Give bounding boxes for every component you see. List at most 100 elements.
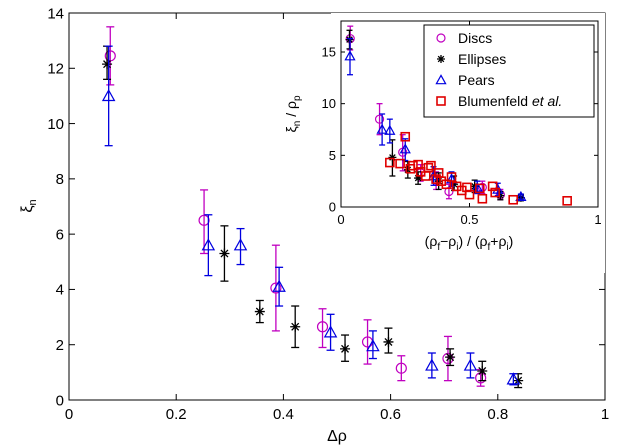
- legend-label-ellipses: Ellipses: [458, 51, 506, 67]
- inset-error-bar: [386, 118, 393, 144]
- main-x-axis-label: Δρ: [327, 428, 347, 445]
- inset-point-blumenfeld-et-al: [490, 187, 501, 198]
- main-error-bar: [271, 244, 280, 332]
- inset-series-blumenfeld-et-al: [385, 131, 572, 206]
- main-error-bar: [466, 352, 475, 379]
- inset-point-blumenfeld-et-al: [436, 176, 447, 186]
- inset-point-pears: [384, 124, 396, 135]
- main-point-ellipses: [477, 365, 488, 376]
- legend-label-pears: Pears: [458, 72, 495, 88]
- label-text: /: [467, 233, 471, 249]
- legend-symbol-discs: [436, 33, 446, 43]
- label-text: ρ: [498, 233, 506, 249]
- main-x-tick-label: 0.2: [166, 406, 187, 423]
- main-error-bar: [104, 45, 113, 147]
- main-point-pears: [425, 358, 439, 371]
- main-error-bar: [318, 308, 327, 349]
- inset-y-tick-label: 0: [329, 200, 336, 215]
- legend-symbol-blumenfeld-et-al: [436, 96, 446, 106]
- inset-point-pears: [515, 190, 527, 201]
- inset-x-axis-label-content: (ρf−ρi) / (ρf+ρi): [425, 233, 514, 253]
- main-x-tick-label: 0.8: [487, 406, 508, 423]
- main-y-tick-label: 4: [56, 282, 64, 299]
- main-point-ellipses: [383, 336, 394, 347]
- inset-data-marks: [344, 25, 572, 206]
- inset-legend: Discs Ellipses Pears Blumenfeld et al.: [423, 24, 595, 118]
- main-point-discs: [270, 282, 282, 294]
- main-x-tick-label: 0: [65, 406, 73, 423]
- main-x-tick-label: 0.4: [273, 406, 294, 423]
- inset-y-axis-label: ξn / ρp: [283, 95, 303, 132]
- main-y-tick-label: 12: [47, 61, 64, 78]
- inset-point-blumenfeld-et-al: [487, 181, 498, 192]
- label-text: (: [425, 233, 430, 249]
- main-y-axis-label: ξn: [19, 199, 39, 212]
- label-text: ρ: [429, 233, 437, 249]
- inset-point-blumenfeld-et-al: [441, 179, 452, 190]
- main-point-pears: [101, 88, 116, 102]
- main-point-discs: [442, 352, 454, 365]
- main-series-ellipses: [102, 45, 524, 389]
- main-error-bar: [275, 266, 284, 307]
- inset-point-blumenfeld-et-al: [562, 196, 572, 206]
- main-x-tick-label: 1: [601, 406, 609, 423]
- main-error-bar: [204, 214, 213, 277]
- label-text: ρ: [448, 233, 456, 249]
- inset-error-bar: [517, 193, 524, 200]
- label-text: ρ: [480, 233, 488, 249]
- inset-point-ellipses: [414, 174, 423, 183]
- inset-point-blumenfeld-et-al: [400, 131, 411, 142]
- inset-y-axis-label-content: ξn / ρp: [283, 95, 303, 132]
- inset-point-pears: [344, 50, 356, 61]
- legend-box: [423, 24, 595, 118]
- inset-error-bar: [379, 113, 386, 146]
- legend-label-blumenfeld-etal: et al.: [532, 93, 562, 109]
- main-y-tick-label: 10: [47, 116, 64, 133]
- main-series-pears: [101, 45, 521, 386]
- inset-error-bar: [402, 138, 409, 162]
- label-text: /: [283, 113, 299, 117]
- label-subscript: p: [292, 95, 303, 101]
- label-subscript: n: [292, 121, 303, 127]
- main-y-axis-label-base: ξ: [19, 205, 36, 212]
- main-point-pears: [506, 372, 521, 385]
- main-point-ellipses: [254, 306, 265, 317]
- main-error-bar: [363, 319, 372, 365]
- label-subscript: i: [456, 242, 458, 253]
- main-point-ellipses: [445, 352, 456, 363]
- main-point-pears: [272, 279, 286, 292]
- legend-symbol-ellipses: [437, 55, 445, 63]
- main-point-ellipses: [290, 321, 301, 332]
- main-point-pears: [233, 238, 248, 251]
- main-point-ellipses: [102, 59, 113, 70]
- label-text: +: [490, 233, 498, 249]
- main-error-bar: [236, 227, 245, 266]
- label-text: −: [440, 233, 448, 249]
- inset-point-blumenfeld-et-al: [426, 160, 436, 171]
- main-point-pears: [201, 238, 216, 251]
- main-point-pears: [366, 339, 380, 352]
- label-text: (: [475, 233, 480, 249]
- inset-x-axis-label: (ρf−ρi) / (ρf+ρi): [425, 233, 514, 253]
- inset-x-tick-label: 0: [337, 212, 344, 227]
- inset-point-blumenfeld-et-al: [464, 189, 475, 200]
- inset-point-ellipses: [434, 177, 443, 186]
- legend-symbol-pears: [435, 74, 447, 85]
- inset-point-blumenfeld-et-al: [508, 194, 518, 205]
- inset-series-pears: [344, 37, 527, 201]
- inset-point-blumenfeld-et-al: [385, 157, 395, 168]
- inset-y-tick-label: 5: [329, 148, 336, 163]
- inset-y-tick-label: 15: [322, 45, 336, 60]
- inset-x-axis-label-text: (ρf−ρi) / (ρf+ρi): [425, 233, 514, 253]
- inset-y-tick-label: 10: [322, 96, 336, 111]
- inset-point-pears: [376, 123, 388, 134]
- label-text: ): [509, 233, 514, 249]
- main-y-tick-label: 2: [56, 337, 64, 354]
- main-error-bar: [106, 26, 115, 86]
- main-x-tick-label: 0.6: [380, 406, 401, 423]
- main-y-axis-label-subscript: n: [27, 199, 39, 205]
